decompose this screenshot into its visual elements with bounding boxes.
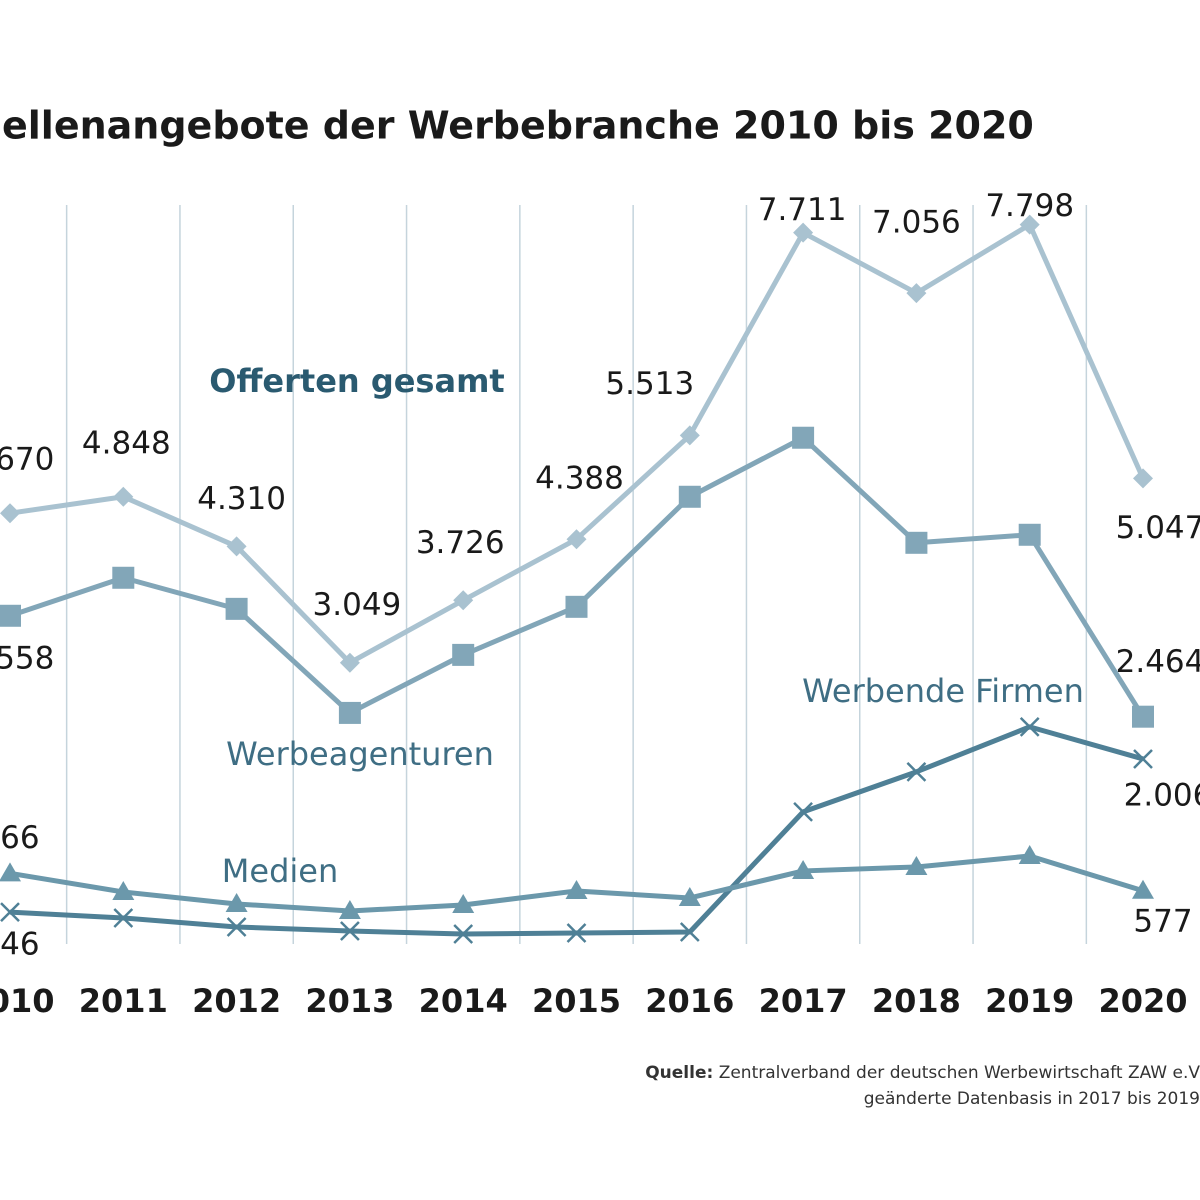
- data-label: 4.388: [535, 461, 624, 497]
- series-label: Werbeagenturen: [226, 735, 494, 773]
- marker: [792, 426, 815, 449]
- marker: [112, 880, 135, 900]
- marker: [1133, 749, 1153, 769]
- series-label: Medien: [222, 852, 338, 890]
- source-text: Zentralverband der deutschen Werbewirtsc…: [719, 1063, 1200, 1083]
- marker: [0, 503, 20, 524]
- marker: [566, 923, 587, 943]
- x-tick-label: 2014: [419, 982, 508, 1020]
- marker: [338, 899, 361, 919]
- x-tick-label: 2020: [1098, 982, 1187, 1020]
- note: geänderte Datenbasis in 2017 bis 2019: [864, 1089, 1200, 1109]
- marker: [1019, 716, 1040, 737]
- data-label: 346: [0, 927, 40, 963]
- marker: [678, 485, 701, 508]
- marker: [678, 886, 701, 906]
- marker: [565, 595, 588, 618]
- data-label: 577: [1133, 903, 1192, 939]
- source: Quelle: Zentralverband der deutschen Wer…: [645, 1063, 1200, 1083]
- data-label: 7.056: [872, 205, 961, 241]
- x-tick-label: 2016: [645, 982, 734, 1020]
- marker: [906, 761, 927, 782]
- marker: [339, 652, 360, 673]
- marker: [452, 643, 475, 666]
- marker: [453, 590, 474, 611]
- data-label: 4.848: [82, 425, 171, 461]
- marker: [1132, 879, 1154, 899]
- x-tick-label: 2010: [0, 982, 55, 1020]
- marker: [452, 893, 475, 913]
- data-label: 3.049: [313, 587, 402, 623]
- marker: [340, 921, 360, 941]
- marker: [113, 486, 134, 507]
- data-label: 2.464: [1116, 644, 1200, 680]
- marker: [1019, 214, 1040, 235]
- marker: [0, 902, 20, 922]
- x-tick-label: 2013: [305, 982, 394, 1020]
- data-label: 5.047: [1116, 510, 1200, 546]
- marker: [1133, 468, 1153, 489]
- data-label: 3.726: [416, 525, 505, 561]
- marker: [793, 802, 813, 822]
- marker: [1132, 705, 1154, 728]
- marker: [338, 701, 361, 724]
- marker: [112, 566, 135, 589]
- data-label: 3.558: [0, 640, 54, 676]
- marker: [679, 425, 700, 446]
- marker: [565, 879, 588, 899]
- marker: [679, 922, 700, 942]
- data-label: 4.670: [0, 442, 54, 478]
- marker: [905, 531, 928, 554]
- source-label: Quelle:: [645, 1063, 713, 1083]
- marker: [113, 908, 134, 928]
- marker: [0, 862, 21, 882]
- marker: [225, 892, 248, 912]
- data-label: 7.798: [985, 188, 1074, 224]
- x-tick-label: 2015: [532, 982, 621, 1020]
- marker: [905, 855, 928, 875]
- marker: [453, 924, 474, 944]
- x-tick-label: 2012: [192, 982, 281, 1020]
- marker: [0, 604, 21, 627]
- marker: [225, 597, 248, 620]
- data-label: 4.310: [197, 481, 286, 517]
- marker: [793, 222, 814, 243]
- x-tick-label: 2017: [759, 982, 848, 1020]
- marker: [906, 283, 927, 304]
- data-label: 766: [0, 820, 40, 856]
- marker: [1018, 523, 1041, 546]
- x-tick-label: 2018: [872, 982, 961, 1020]
- marker: [792, 859, 815, 879]
- series-label: Werbende Firmen: [802, 672, 1084, 710]
- data-label: 2.006: [1124, 777, 1200, 813]
- chart-title: ellenangebote der Werbebranche 2010 bis …: [2, 104, 1034, 148]
- data-label: 7.711: [758, 192, 847, 228]
- series-label: Offerten gesamt: [209, 362, 504, 400]
- marker: [226, 917, 247, 937]
- x-tick-label: 2011: [79, 982, 168, 1020]
- marker: [226, 536, 247, 557]
- data-label: 5.513: [605, 366, 694, 402]
- marker: [1018, 844, 1041, 864]
- x-tick-label: 2019: [985, 982, 1074, 1020]
- marker: [566, 529, 587, 550]
